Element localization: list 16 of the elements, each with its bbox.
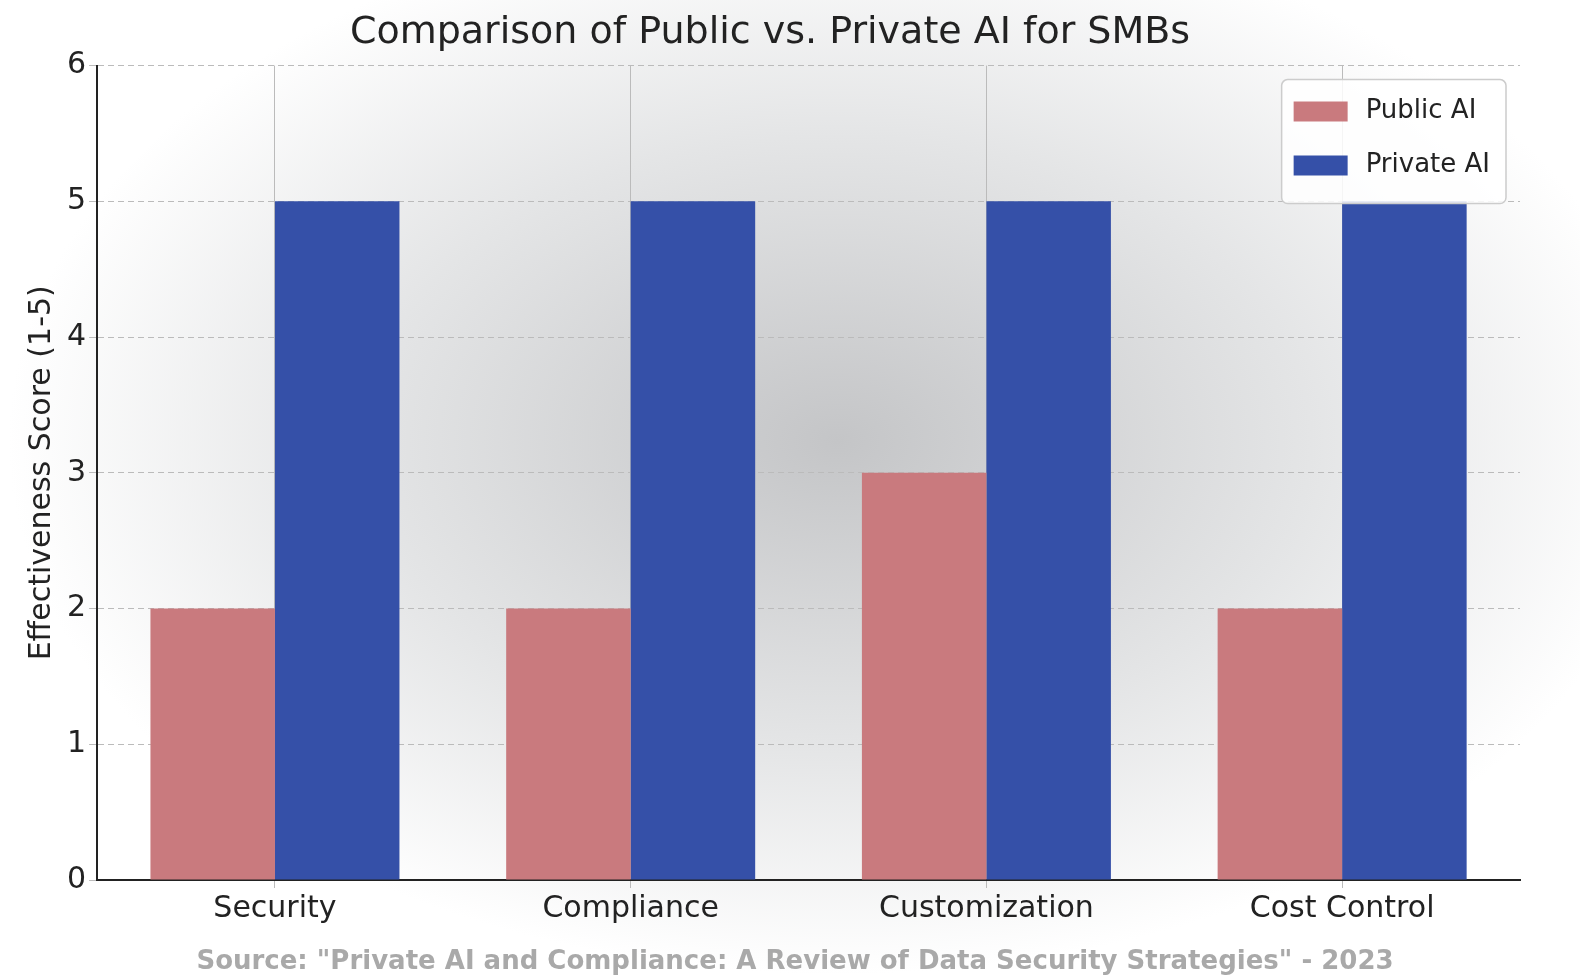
x-tick-label: Cost Control: [1249, 888, 1435, 924]
y-axis-title: Effectiveness Score (1-5): [21, 285, 57, 661]
x-tick-label: Security: [213, 888, 337, 924]
y-tick-label: 1: [66, 724, 87, 760]
legend-label: Public AI: [1365, 94, 1477, 125]
y-tick-label: 4: [66, 316, 87, 352]
x-tick-label: Compliance: [542, 888, 719, 924]
x-tick-label: Customization: [878, 888, 1094, 924]
y-tick-label: 6: [66, 45, 87, 81]
y-tick-label: 5: [66, 181, 87, 217]
source-note: Source: "Private AI and Compliance: A Review of Data Security Strategies" - 2023: [196, 944, 1394, 975]
chart-title: Comparison of Public vs. Private AI for SMBs: [349, 7, 1191, 52]
legend-label: Private AI: [1365, 148, 1491, 179]
y-tick-label: 0: [66, 859, 87, 895]
y-tick-label: 2: [66, 588, 87, 624]
y-tick-label: 3: [66, 452, 87, 488]
